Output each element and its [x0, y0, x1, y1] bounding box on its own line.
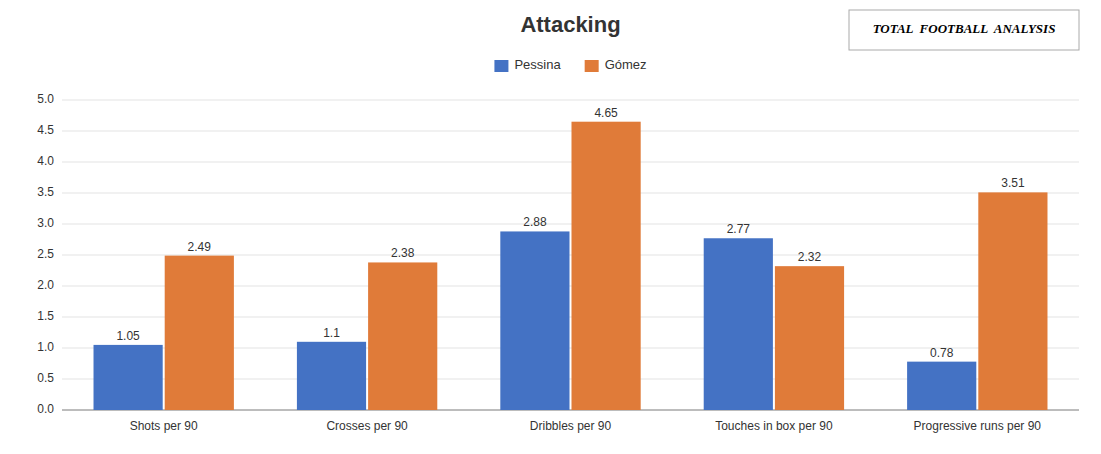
- y-tick-label: 2.0: [37, 278, 54, 292]
- bar: [704, 238, 773, 410]
- y-tick-label: 4.0: [37, 154, 54, 168]
- chart-container: 0.0 0.5 1.0 1.5 2.0 2.5 3.0 3.5 4.0 4.5 5.0 1.05 1.1…: [0, 0, 1101, 454]
- data-label: 1.05: [116, 329, 140, 343]
- y-tick-label: 5.0: [37, 92, 54, 106]
- y-tick-label: 3.5: [37, 185, 54, 199]
- x-tick-label: Dribbles per 90: [530, 419, 612, 433]
- legend-label: Pessina: [514, 57, 561, 72]
- grid-line: [62, 100, 1079, 101]
- x-tick-label: Crosses per 90: [326, 419, 408, 433]
- annotation-text: TOTAL FOOTBALL ANALYSIS: [873, 21, 1056, 36]
- title: Attacking: [520, 12, 620, 37]
- data-label: 2.32: [798, 250, 822, 264]
- data-label: 2.38: [391, 246, 415, 260]
- grid-line: [62, 193, 1079, 194]
- bar: [297, 342, 366, 410]
- bar: [165, 256, 234, 410]
- grid: [62, 100, 1079, 410]
- data-label: 1.1: [323, 326, 340, 340]
- legend: Pessina Gómez: [494, 57, 646, 72]
- grid-line: [62, 162, 1079, 163]
- y-tick-label: 4.5: [37, 123, 54, 137]
- x-tick-label: Touches in box per 90: [715, 419, 833, 433]
- bar: [368, 262, 437, 410]
- bar: [572, 122, 641, 410]
- annotation-box: [849, 10, 1079, 50]
- bars: [94, 122, 1048, 410]
- bar: [907, 362, 976, 410]
- grid-line: [62, 224, 1079, 225]
- legend-swatch: [585, 60, 599, 72]
- y-tick-label: 0.5: [37, 371, 54, 385]
- legend-item: Gómez: [585, 57, 647, 72]
- legend-swatch: [494, 60, 508, 72]
- data-label: 2.88: [523, 215, 547, 229]
- y-tick-label: 1.0: [37, 340, 54, 354]
- data-label: 4.65: [594, 106, 618, 120]
- annotation: TOTAL FOOTBALL ANALYSIS: [849, 10, 1079, 50]
- grid-line: [62, 131, 1079, 132]
- x-tick-label: Progressive runs per 90: [914, 419, 1042, 433]
- chart-svg: 0.0 0.5 1.0 1.5 2.0 2.5 3.0 3.5 4.0 4.5 5.0 1.05 1.1…: [0, 0, 1101, 454]
- y-axis: 0.0 0.5 1.0 1.5 2.0 2.5 3.0 3.5 4.0 4.5 5.0: [37, 92, 54, 416]
- bar: [978, 192, 1047, 410]
- y-tick-label: 2.5: [37, 247, 54, 261]
- legend-item: Pessina: [494, 57, 561, 72]
- legend-label: Gómez: [605, 57, 647, 72]
- bar: [500, 231, 569, 410]
- bar: [775, 266, 844, 410]
- x-tick-label: Shots per 90: [130, 419, 198, 433]
- y-tick-label: 1.5: [37, 309, 54, 323]
- data-label: 0.78: [930, 346, 954, 360]
- data-label: 2.77: [727, 222, 751, 236]
- y-tick-label: 3.0: [37, 216, 54, 230]
- x-axis: Shots per 90 Crosses per 90 Dribbles per 9…: [130, 419, 1042, 433]
- bar: [94, 345, 163, 410]
- y-tick-label: 0.0: [37, 402, 54, 416]
- data-label: 3.51: [1001, 176, 1025, 190]
- data-labels: 1.05 1.1 2.88 2.77 0.78 2.49 2.38 4.65 2.32 3.51: [116, 106, 1024, 360]
- grid-line: [62, 255, 1079, 256]
- data-label: 2.49: [188, 240, 212, 254]
